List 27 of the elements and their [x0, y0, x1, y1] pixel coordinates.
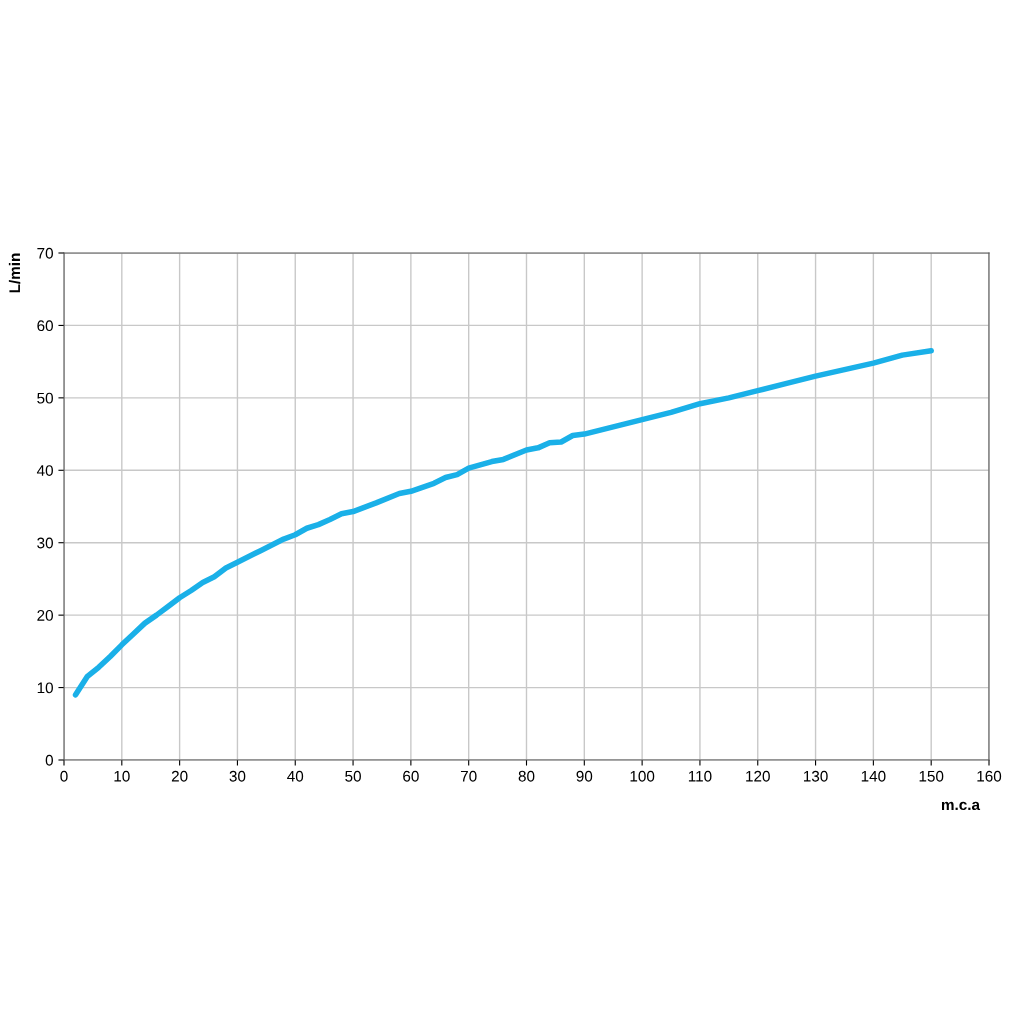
x-tick-label: 10 [114, 770, 130, 782]
x-tick-label: 0 [60, 770, 68, 782]
y-tick-label: 30 [37, 537, 53, 549]
y-tick-label: 50 [37, 392, 53, 404]
y-tick-label: 40 [36, 465, 53, 476]
x-tick-label: 160 [977, 770, 1002, 782]
y-axis-title: L/min [8, 253, 21, 293]
x-tick-label: 130 [803, 770, 828, 782]
x-tick-label: 50 [345, 770, 361, 782]
x-tick-label: 100 [630, 770, 655, 782]
x-tick-label: 140 [861, 770, 886, 782]
y-tick-label: 20 [37, 610, 53, 621]
x-tick-label: 40 [287, 770, 304, 782]
y-tick-label: 10 [37, 682, 53, 694]
x-tick-label: 60 [403, 770, 419, 782]
x-tick-label: 80 [518, 770, 535, 782]
y-tick-label: 70 [37, 247, 53, 259]
x-tick-label: 20 [171, 770, 188, 782]
y-tick-label: 60 [37, 320, 53, 332]
x-tick-label: 30 [229, 770, 246, 782]
x-tick-label: 150 [919, 770, 944, 782]
x-tick-label: 110 [688, 770, 712, 782]
x-tick-label: 90 [576, 770, 593, 782]
x-axis-title: m.c.a [941, 801, 981, 811]
x-tick-label: 70 [460, 770, 477, 782]
x-tick-label: 120 [746, 770, 770, 782]
y-tick-label: 0 [45, 754, 53, 766]
